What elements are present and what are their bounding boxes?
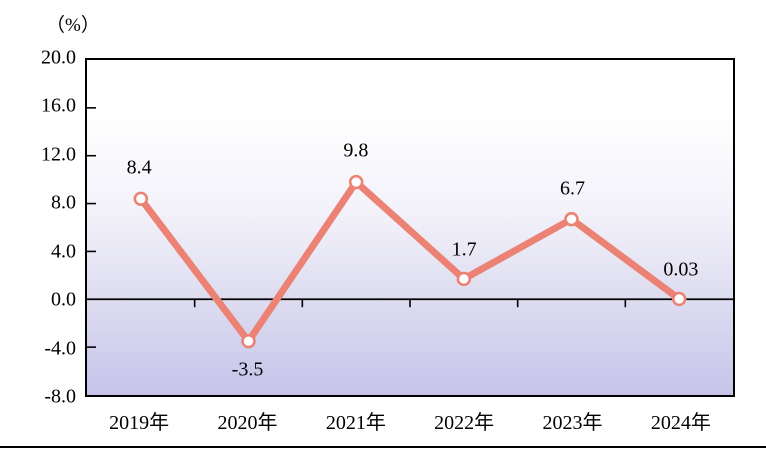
data-point-label: 8.4 (126, 156, 152, 179)
y-axis-tick-label: 4.0 (51, 240, 76, 263)
data-point-label: 1.7 (451, 238, 477, 261)
data-point-marker (241, 333, 256, 349)
x-axis-tick-label: 2019年 (109, 412, 170, 434)
y-axis-tick-label: 8.0 (51, 191, 76, 214)
data-point-label: 0.03 (663, 258, 699, 281)
data-point-marker (671, 291, 687, 307)
y-axis-tick-label: 16.0 (41, 94, 76, 117)
y-axis-tick-label: 12.0 (41, 143, 76, 166)
y-axis-unit-label: （%） (46, 15, 100, 36)
data-point-marker (456, 271, 472, 287)
plot-area (85, 58, 735, 397)
page-divider-rule (0, 446, 766, 448)
x-axis-tick-label: 2020年 (217, 412, 278, 434)
x-axis-tick-label: 2024年 (650, 412, 711, 434)
line-series-canvas (87, 107, 733, 349)
data-point-marker (348, 174, 364, 190)
series-line (137, 178, 683, 345)
x-axis-tick-label: 2021年 (325, 412, 386, 434)
data-point-marker (564, 211, 579, 227)
data-point-label: 9.8 (343, 139, 369, 162)
x-axis-tick-label: 2022年 (434, 412, 495, 434)
data-point-label: -3.5 (231, 358, 264, 381)
y-axis-tick-label: -8.0 (44, 385, 76, 408)
data-point-label: 6.7 (560, 177, 585, 200)
data-point-marker (133, 191, 149, 206)
x-axis-tick-label: 2023年 (542, 412, 603, 434)
y-axis-tick-label: 0.0 (51, 288, 76, 311)
y-axis-tick-label: -4.0 (44, 337, 76, 360)
y-axis-tick-label: 20.0 (41, 46, 76, 69)
